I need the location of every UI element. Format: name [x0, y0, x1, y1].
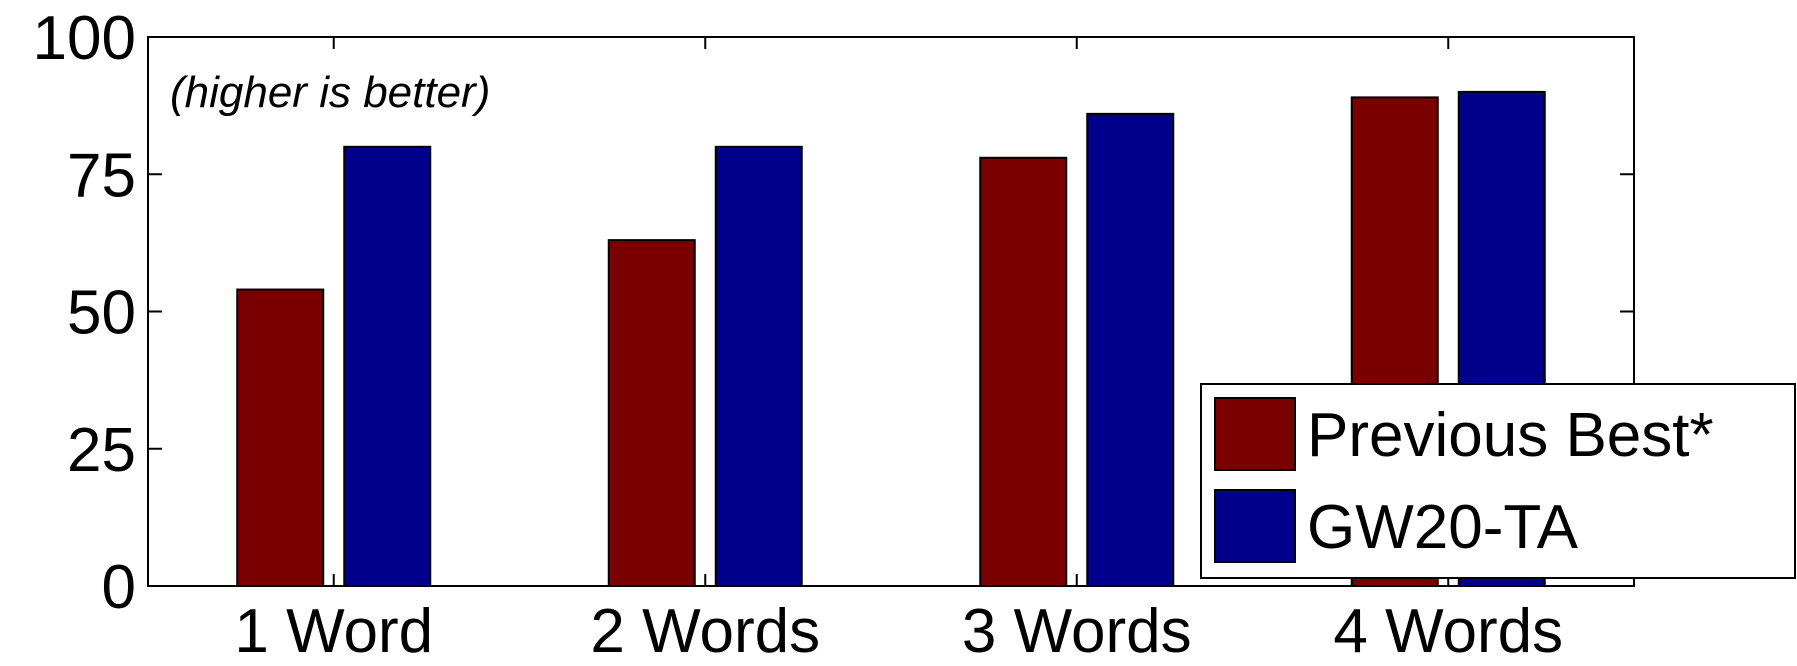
legend-label-previous-best: Previous Best*: [1307, 401, 1714, 470]
legend-swatch-gw20-ta: [1214, 489, 1296, 563]
bar-gw20-ta-2: [714, 145, 803, 588]
bar-gw20-ta-3: [1086, 112, 1175, 588]
y-tick-label: 75: [67, 141, 136, 210]
axes-group: 1 Word 2 Words 3 Words 4 Words 0 25 50 75 100: [33, 4, 1635, 666]
legend-label-gw20-ta: GW20-TA: [1307, 493, 1579, 562]
y-tick-label: 25: [67, 416, 136, 485]
y-tick-label: 100: [33, 4, 136, 73]
y-tick-label: 0: [102, 553, 136, 622]
x-tick-label: 1 Word: [234, 597, 433, 666]
x-tick-label: 2 Words: [590, 597, 820, 666]
legend: Previous Best* GW20-TA: [1200, 383, 1796, 579]
bar-gw20-ta-1: [343, 145, 432, 588]
y-tick-label: 50: [67, 279, 136, 348]
legend-box: [1200, 383, 1796, 579]
x-tick-label: 3 Words: [962, 597, 1192, 666]
x-tick-label: 4 Words: [1333, 597, 1563, 666]
bar-previous-best-2: [607, 239, 696, 587]
bar-previous-best-1: [236, 288, 325, 587]
bar-previous-best-3: [979, 156, 1068, 587]
legend-swatch-previous-best: [1214, 397, 1296, 471]
chart-annotation: (higher is better): [170, 68, 490, 117]
